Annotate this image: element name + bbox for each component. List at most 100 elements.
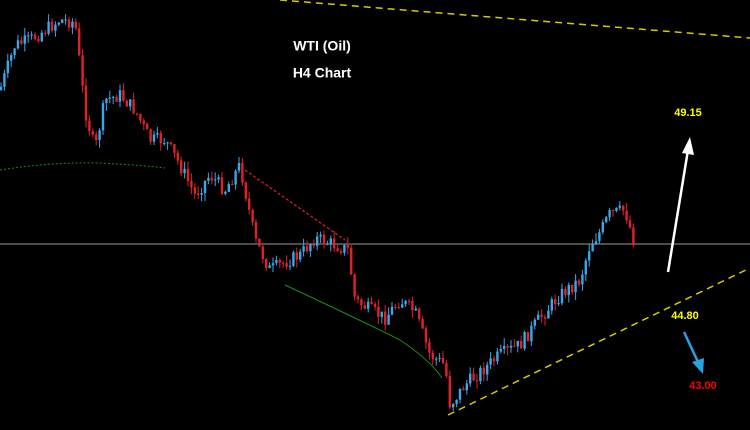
candle-body (356, 296, 360, 300)
candle-body (132, 99, 135, 114)
candle-body (574, 280, 577, 293)
candle-body (271, 263, 275, 266)
candle-body (193, 187, 196, 194)
candle-body (418, 308, 421, 320)
candle-body (513, 345, 516, 347)
candle-body (248, 198, 251, 210)
candle-body (523, 332, 526, 349)
title: WTI (Oil) (293, 38, 351, 54)
candle-body (492, 358, 496, 362)
candle-body (618, 205, 621, 208)
candle-body (445, 363, 448, 377)
candle-body (91, 131, 94, 135)
candle-body (520, 340, 523, 349)
candle-body (628, 220, 632, 228)
candle-body (105, 98, 108, 104)
candle-body (309, 244, 312, 252)
candle-body (530, 325, 533, 342)
candle-body (23, 35, 26, 44)
candle-body (146, 123, 149, 130)
candle-body (312, 244, 315, 246)
candle-body (71, 21, 74, 28)
candle-body (122, 90, 125, 101)
candle-body (632, 227, 635, 246)
candle-body (516, 340, 519, 347)
candle-body (190, 180, 193, 188)
candle-body (44, 32, 47, 34)
trend-line-bottom (447, 267, 750, 416)
candle-body (142, 120, 145, 124)
candle-body (387, 314, 390, 325)
candle-body (482, 367, 485, 375)
candle-body (550, 299, 553, 311)
candle-body (479, 367, 482, 382)
candle-body (615, 207, 618, 211)
candle-body (16, 40, 20, 49)
candle-body (244, 182, 247, 199)
candle-body (560, 288, 564, 304)
candle-body (448, 376, 451, 408)
price-label: 49.15 (674, 107, 702, 119)
candle-body (428, 342, 431, 353)
candle-body (227, 184, 230, 192)
candle-body (533, 319, 536, 326)
candle-body (441, 357, 445, 364)
arrow-down (682, 331, 700, 363)
candle-body (166, 142, 169, 144)
candle-body (156, 133, 159, 135)
candle-body (472, 373, 475, 381)
candle-body (319, 234, 322, 237)
candle-body (292, 252, 295, 266)
candle-body (625, 210, 628, 221)
candle-body (112, 96, 115, 98)
candle-body (295, 252, 298, 260)
candle-body (98, 130, 101, 141)
candle-body (567, 284, 570, 296)
candle-body (81, 55, 84, 86)
subtitle: H4 Chart (293, 65, 352, 81)
candle-body (547, 310, 550, 319)
candle-body (180, 160, 183, 174)
candle-body (234, 170, 237, 185)
candle-body (251, 209, 254, 223)
candle-body (438, 357, 441, 359)
candle-body (554, 299, 557, 305)
candle-body (135, 113, 139, 115)
candle-body (299, 251, 302, 260)
price-label: 44.80 (671, 310, 699, 322)
candle-body (373, 303, 377, 307)
candle-body (30, 34, 33, 36)
candle-body (557, 303, 560, 305)
candle-body (152, 134, 156, 142)
candle-body (241, 162, 244, 183)
candle-body (13, 48, 16, 56)
candle-body (129, 99, 132, 107)
candle-body (591, 244, 594, 252)
candle-body (384, 311, 387, 325)
candle-body (496, 351, 499, 362)
candle-body (571, 284, 574, 293)
candle-body (163, 143, 166, 145)
candle-body (37, 39, 40, 42)
candle-body (407, 300, 411, 302)
candle-body (452, 403, 455, 408)
candle-body (275, 259, 278, 264)
candle-body (475, 380, 479, 382)
candle-body (509, 345, 513, 348)
candle-body (285, 262, 288, 267)
arrow-down-head (692, 358, 704, 374)
candle-body (367, 301, 370, 309)
candle-body (404, 300, 407, 305)
candle-body (346, 245, 349, 248)
candle-body (608, 210, 611, 218)
candle-body (489, 358, 492, 365)
candle-body (118, 90, 122, 102)
trend-line-top (279, 0, 750, 39)
candle-body (322, 234, 326, 245)
candle-body (411, 300, 414, 311)
candle-body (57, 22, 60, 25)
candle-body (588, 251, 591, 261)
candle-body (67, 19, 71, 28)
candle-body (95, 134, 98, 141)
